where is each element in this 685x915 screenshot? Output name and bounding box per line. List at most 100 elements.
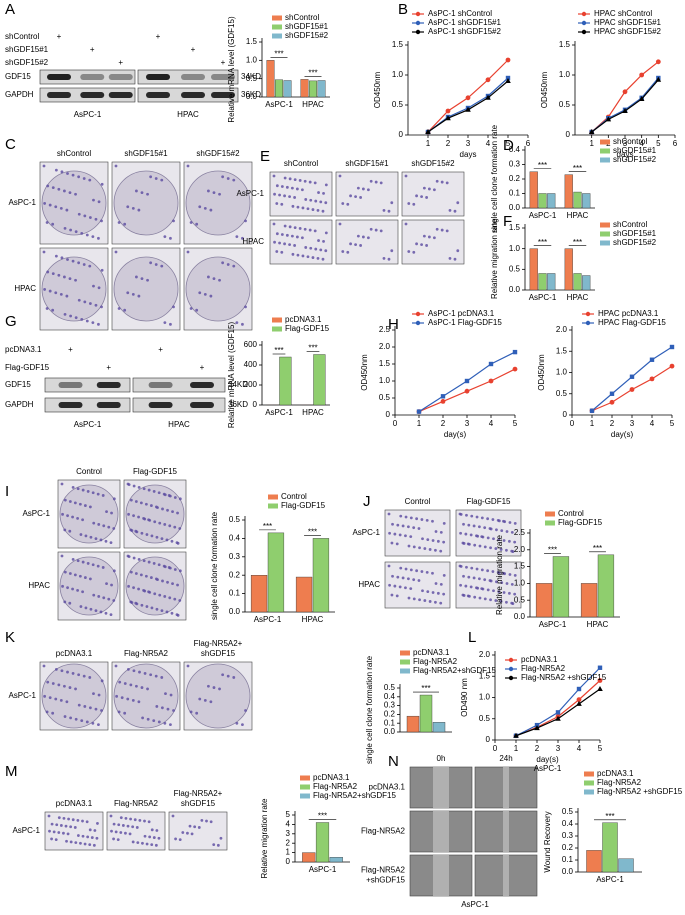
label: shGDF15#1 (345, 159, 389, 168)
label: Flag-NR5A2+ (194, 639, 243, 648)
legend-marker (508, 675, 514, 681)
cell-dot (366, 236, 370, 240)
cell-dot (462, 522, 465, 526)
cell-dot (322, 239, 325, 243)
cell-dot (346, 202, 350, 206)
cell-dot (101, 494, 105, 497)
y-tick-label: 0.5 (556, 389, 568, 398)
cell-dot (432, 236, 436, 240)
legend-label: AsPC-1 Flag-GDF15 (428, 318, 502, 327)
significance: *** (318, 812, 327, 821)
label: GDF15 (5, 72, 31, 81)
cell-dot (129, 498, 133, 502)
label: AsPC-1 (12, 826, 40, 835)
label: + (118, 58, 123, 67)
cell-dot (141, 841, 144, 845)
cell-dot (51, 308, 55, 312)
cell-dot (510, 582, 514, 586)
cell-dot (59, 824, 63, 827)
cell-dot (369, 179, 373, 183)
cell-dot (273, 192, 276, 196)
cell-dot (404, 534, 407, 538)
cell-dot (308, 180, 312, 184)
cell-dot (127, 483, 131, 487)
cell-dot (406, 525, 410, 529)
cell-dot (137, 485, 141, 489)
cell-dot (499, 600, 503, 603)
marker (555, 710, 561, 715)
plate (185, 256, 251, 322)
cell-dot (77, 175, 81, 179)
cell-dot (296, 205, 300, 209)
cell-dot (69, 228, 72, 232)
marker (597, 665, 603, 670)
bar (283, 80, 292, 98)
cell-dot (81, 518, 84, 522)
cell-dot (63, 312, 67, 316)
bar (300, 79, 309, 98)
cell-dot (147, 820, 151, 824)
cell-dot (88, 178, 92, 182)
cell-dot (288, 243, 291, 247)
cell-dot (63, 600, 67, 604)
cell-dot (83, 842, 87, 846)
cell-dot (283, 224, 287, 228)
x-tick-label: 5 (598, 744, 603, 753)
label: HPAC (358, 580, 380, 589)
cell-dot (423, 599, 427, 602)
cell-dot (272, 222, 276, 226)
cell-dot (497, 571, 501, 575)
cell-dot (483, 545, 487, 549)
x-tick-label: 5 (656, 139, 661, 148)
cell-dot (181, 831, 185, 834)
cell-dot (60, 554, 64, 558)
cell-dot (66, 258, 69, 261)
cell-dot (133, 818, 137, 822)
marker (622, 108, 628, 113)
cell-dot (81, 488, 85, 492)
cell-dot (132, 484, 136, 488)
significance: *** (538, 161, 547, 170)
cell-dot (85, 319, 89, 323)
cell-dot (160, 178, 164, 182)
cell-dot (78, 502, 82, 506)
cell-dot (390, 201, 394, 205)
legend-label: shControl (285, 13, 319, 22)
blot-band (211, 92, 235, 98)
cell-dot (79, 605, 83, 608)
cell-dot (434, 530, 438, 533)
cell-dot (456, 201, 460, 205)
cell-dot (77, 298, 81, 302)
plate (185, 170, 251, 236)
cell-dot (131, 698, 135, 702)
label: Control (405, 497, 431, 506)
plate (59, 484, 119, 544)
legend-marker (415, 29, 421, 35)
cell-dot (42, 664, 46, 668)
label: HPAC (14, 284, 36, 293)
y-tick-label: 1.0 (559, 70, 571, 79)
cell-dot (483, 597, 487, 601)
x-tick-label: 0 (570, 419, 575, 428)
legend-swatch (300, 793, 310, 799)
bar (564, 174, 573, 209)
cell-dot (178, 527, 182, 530)
legend-label: AsPC-1 shGDF15#1 (428, 18, 501, 27)
marker (464, 388, 470, 394)
y-tick-label: 0.2 (384, 710, 396, 719)
bar (313, 354, 326, 406)
cell-dot (388, 583, 391, 587)
cell-dot (117, 823, 121, 827)
cell-dot (54, 838, 58, 841)
cell-dot (440, 180, 444, 184)
cell-dot (396, 523, 400, 527)
label: AsPC-1 (22, 509, 50, 518)
cell-dot (65, 294, 69, 298)
cell-dot (170, 611, 174, 615)
cell-dot (82, 263, 86, 266)
cell-dot (136, 841, 140, 845)
marker (609, 399, 615, 405)
cell-dot (203, 207, 207, 210)
panel-letter: D (503, 137, 514, 154)
cell-dot (407, 202, 411, 205)
